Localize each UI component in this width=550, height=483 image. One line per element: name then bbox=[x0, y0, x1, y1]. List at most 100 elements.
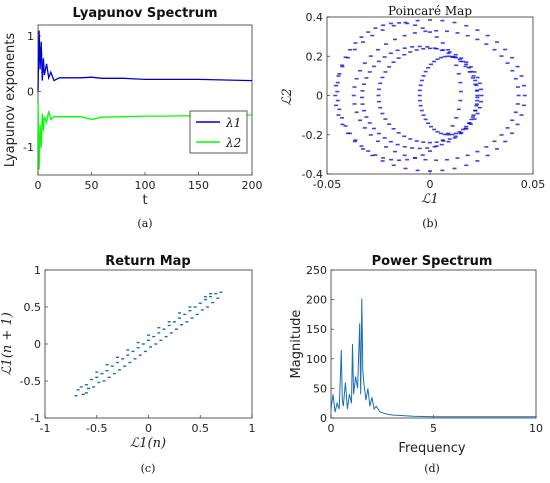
poincare-point bbox=[335, 81, 340, 84]
poincare-point bbox=[382, 56, 387, 58]
poincare-point bbox=[402, 47, 407, 49]
poincare-point bbox=[460, 60, 465, 63]
poincare-point bbox=[381, 157, 386, 159]
poincare-point bbox=[521, 84, 526, 87]
poincare-point bbox=[412, 32, 417, 34]
poincare-point bbox=[428, 31, 432, 33]
poincare-point bbox=[450, 125, 455, 127]
poincare-point bbox=[383, 71, 388, 73]
poincare-point bbox=[521, 104, 526, 107]
y-tick-label: -0.4 bbox=[302, 168, 323, 181]
poincare-point bbox=[464, 125, 469, 128]
y-tick-label: 150 bbox=[306, 323, 327, 336]
return-map-point bbox=[112, 372, 116, 375]
poincare-point bbox=[360, 96, 365, 99]
poincare-point bbox=[410, 46, 415, 48]
poincare-point bbox=[440, 169, 445, 172]
poincare-point bbox=[477, 82, 482, 85]
poincare-point bbox=[389, 158, 394, 161]
y-tick-label: 1 bbox=[27, 30, 34, 43]
y-tick-label: -1 bbox=[30, 412, 41, 425]
poincare-point bbox=[428, 150, 432, 152]
panel-caption: (c) bbox=[141, 462, 156, 475]
return-map-point bbox=[164, 335, 168, 338]
poincare-point bbox=[368, 134, 373, 136]
return-map-point bbox=[97, 381, 101, 384]
poincare-point bbox=[362, 127, 367, 129]
x-tick-label: 0 bbox=[35, 179, 42, 192]
poincare-point bbox=[463, 65, 468, 68]
poincare-point bbox=[360, 41, 365, 43]
y-tick-label: 0.2 bbox=[306, 50, 324, 63]
poincare-point bbox=[450, 133, 455, 136]
poincare-point bbox=[444, 30, 449, 33]
poincare-point bbox=[381, 24, 386, 27]
poincare-point bbox=[434, 36, 439, 38]
return-map-point bbox=[143, 350, 147, 353]
y-tick-label: -1 bbox=[23, 141, 34, 154]
y-axis-label: ℒ1(n + 1) bbox=[0, 312, 15, 376]
poincare-point bbox=[456, 72, 461, 75]
return-map-point bbox=[203, 295, 207, 298]
return-map-point bbox=[157, 327, 161, 329]
chart-title: Poincaré Map bbox=[388, 4, 472, 18]
return-map-point bbox=[107, 376, 111, 378]
poincare-point bbox=[375, 140, 380, 143]
y-tick-label: 0 bbox=[27, 86, 34, 99]
return-map-point bbox=[128, 361, 132, 364]
poincare-point bbox=[402, 145, 407, 148]
poincare-point bbox=[402, 154, 407, 157]
poincare-point bbox=[458, 90, 463, 93]
poincare-point bbox=[435, 58, 440, 61]
poincare-point bbox=[380, 29, 385, 31]
poincare-point bbox=[392, 38, 397, 41]
poincare-point bbox=[366, 150, 371, 152]
poincare-point bbox=[367, 71, 372, 73]
poincare-point bbox=[471, 75, 476, 77]
poincare-point bbox=[499, 134, 504, 136]
poincare-point bbox=[421, 75, 426, 77]
poincare-point bbox=[395, 49, 400, 52]
poincare-point bbox=[362, 62, 367, 64]
poincare-point bbox=[343, 56, 348, 59]
poincare-point bbox=[368, 55, 373, 57]
poincare-point bbox=[470, 116, 475, 118]
return-map-point bbox=[216, 297, 220, 299]
return-map-point bbox=[172, 321, 176, 323]
poincare-point bbox=[515, 103, 520, 105]
return-map-point bbox=[133, 358, 137, 360]
poincare-point bbox=[474, 104, 479, 107]
poincare-point bbox=[405, 158, 410, 161]
poincare-point bbox=[446, 133, 451, 136]
return-map-point bbox=[157, 332, 161, 334]
poincare-point bbox=[432, 47, 437, 49]
return-map-point bbox=[167, 321, 171, 323]
poincare-point bbox=[453, 53, 458, 56]
return-map-point bbox=[79, 386, 83, 388]
x-axis-label: t bbox=[142, 193, 147, 208]
poincare-point bbox=[519, 114, 524, 116]
poincare-point bbox=[440, 139, 445, 141]
poincare-point bbox=[391, 24, 396, 27]
poincare-point bbox=[510, 132, 515, 135]
y-axis-label: Lyapunov exponents bbox=[3, 33, 18, 167]
poincare-point bbox=[370, 34, 375, 37]
y-tick-label: 0.4 bbox=[306, 11, 324, 24]
x-tick-label: -1 bbox=[40, 422, 51, 435]
x-tick-label: 5 bbox=[430, 422, 437, 435]
poincare-point bbox=[380, 160, 385, 162]
poincare-point bbox=[434, 29, 439, 32]
plot-area: 0 5 10 250 200 150 100 50 0 bbox=[306, 264, 543, 435]
poincare-point bbox=[428, 47, 432, 50]
poincare-point bbox=[376, 94, 381, 97]
x-tick-label: -0.05 bbox=[313, 178, 341, 191]
poincare-point bbox=[484, 146, 489, 148]
poincare-point bbox=[425, 46, 430, 48]
poincare-point bbox=[515, 86, 520, 88]
y-tick-label: 250 bbox=[306, 264, 327, 277]
return-map-point bbox=[76, 389, 80, 391]
return-map-point bbox=[90, 378, 94, 381]
poincare-point bbox=[384, 146, 389, 148]
poincare-point bbox=[345, 56, 350, 59]
poincare-point bbox=[428, 170, 432, 172]
